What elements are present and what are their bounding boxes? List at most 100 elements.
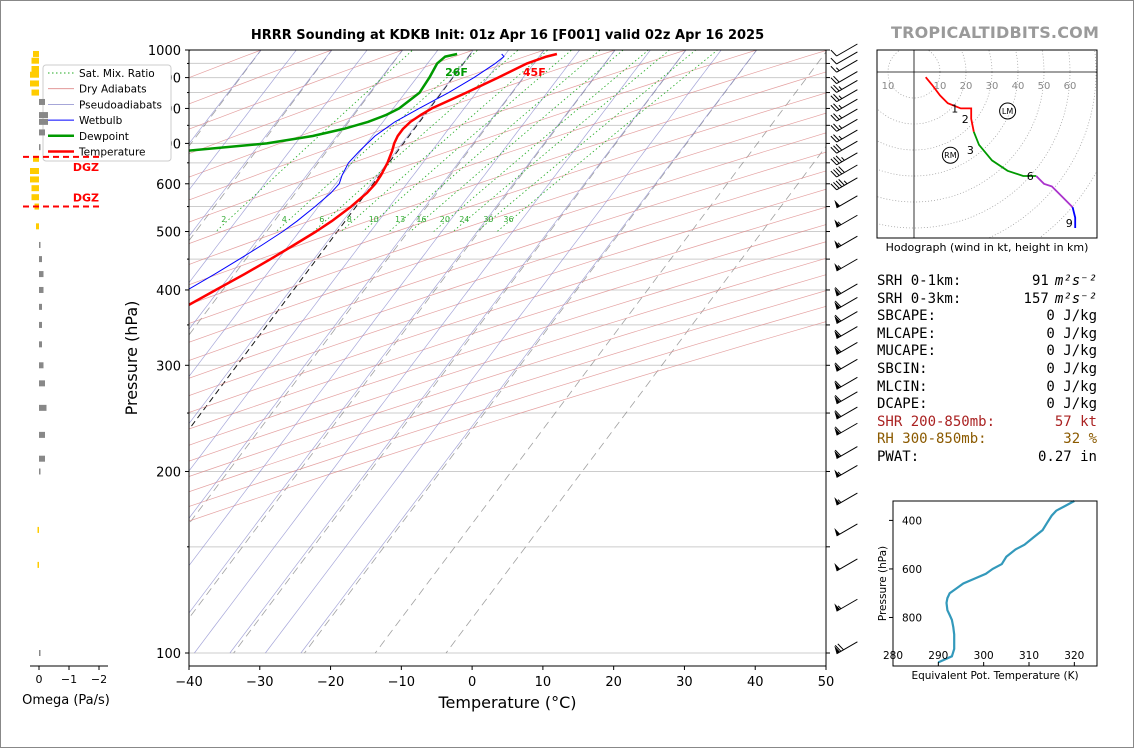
wind-barb-staff <box>836 492 858 506</box>
stat-value: 0 J/kg <box>1046 308 1097 326</box>
stat-label: MLCIN: <box>877 378 928 395</box>
omega-bar <box>39 341 42 348</box>
omega-bar <box>39 98 45 105</box>
legend-entry: Sat. Mix. Ratio <box>79 68 155 80</box>
stat-number: 0 J/kg <box>1046 378 1097 395</box>
theta-e-x-tick-label: 320 <box>1064 650 1084 662</box>
legend-entry: Temperature <box>78 147 146 159</box>
dgz-label: DGZ <box>73 161 99 174</box>
pseudoadiabat-line <box>189 50 403 331</box>
theta-e-y-tick-label: 400 <box>902 515 922 527</box>
legend-entry: Pseudoadiabats <box>79 99 162 111</box>
pseudoadiabat-line <box>189 50 616 614</box>
dry-adiabat-line <box>189 71 826 286</box>
wind-barb-flag <box>834 362 842 370</box>
wind-barb <box>834 311 858 324</box>
y-tick-label: 600 <box>156 178 181 193</box>
hodograph-trace <box>1035 175 1074 208</box>
stat-value: 0 J/kg <box>1046 396 1097 414</box>
wind-barb-pennant <box>834 411 841 420</box>
hodograph-ring-label: 20 <box>960 81 973 92</box>
wind-barb-half-flag <box>838 114 843 119</box>
dry-adiabat-line <box>189 50 617 201</box>
wind-barb-pennant <box>834 346 841 355</box>
dry-adiabat-line <box>189 50 475 154</box>
wind-barb <box>830 140 858 154</box>
omega-bar <box>37 561 39 568</box>
dry-adiabat-line <box>189 224 826 430</box>
wind-barb-half-flag <box>835 67 840 72</box>
wind-barb <box>834 391 858 405</box>
pseudoadiabat-line <box>189 50 439 378</box>
wind-barb-flag <box>835 155 843 163</box>
stat-row: DCAPE: 0 J/kg <box>877 396 1097 414</box>
wind-barb-flag <box>837 643 844 651</box>
mixing-ratio-label: 20 <box>440 215 450 224</box>
omega-bar <box>30 176 39 183</box>
stat-label: SRH 0-3km: <box>877 290 962 307</box>
omega-bar <box>39 271 44 278</box>
wind-barb-pennant <box>834 381 841 390</box>
dry-adiabat-line <box>189 305 826 507</box>
theta-e-x-tick-label: 280 <box>883 650 903 662</box>
hodograph-ring-label: 10 <box>882 81 895 92</box>
wind-barb-pennant <box>834 315 841 324</box>
wind-barb-staff <box>836 43 858 57</box>
x-tick-label: 50 <box>818 675 835 690</box>
hodograph-height-label: 2 <box>962 113 969 126</box>
stat-value: 0.27 in <box>1038 449 1097 467</box>
pseudoadiabat-line <box>189 50 510 472</box>
isotherm-line <box>233 50 687 654</box>
omega-bar <box>39 362 44 369</box>
wind-barb-flag <box>834 329 842 337</box>
wind-barb <box>830 177 858 191</box>
dry-adiabat-line <box>189 170 826 379</box>
mixing-ratio-label: 36 <box>503 215 513 224</box>
stat-label: MLCAPE: <box>877 325 937 342</box>
skewt-plot-area: 2 4 6 8 10 13 16 20 24 30 36 <box>189 50 826 654</box>
surface-temperature-label: 45F <box>523 66 546 79</box>
temperature-series-line <box>189 52 558 307</box>
omega-bar <box>39 241 41 248</box>
stat-row: RH 300-850mb: 32 % <box>877 431 1097 449</box>
wind-barb-staff <box>836 164 858 178</box>
theta-e-x-axis-label: Equivalent Pot. Temperature (K) <box>911 670 1078 682</box>
y-tick-label: 300 <box>156 359 181 374</box>
pseudoadiabat-line <box>229 50 687 654</box>
stat-number: 32 % <box>1063 431 1097 448</box>
chart-title: HRRR Sounding at KDKB Init: 01z Apr 16 [… <box>250 28 765 43</box>
stat-row: MLCAPE: 0 J/kg <box>877 326 1097 344</box>
theta-e-series-line <box>937 500 1075 664</box>
omega-bar <box>39 455 45 462</box>
wind-barb-staff <box>836 118 858 132</box>
wind-barb-flag <box>838 178 845 186</box>
stat-value: 157 m²s⁻² <box>1024 291 1097 309</box>
omega-bar <box>36 223 39 230</box>
wind-barb-flag <box>833 157 840 164</box>
stat-row: MLCIN: 0 J/kg <box>877 379 1097 397</box>
mixing-ratio-label: 10 <box>369 215 379 224</box>
hodograph-marker-circle <box>941 146 959 164</box>
pseudoadiabat-line <box>189 50 262 145</box>
legend: Sat. Mix. Ratio Dry Adiabats Pseudoadiabat… <box>42 64 172 162</box>
wind-barb <box>830 98 858 112</box>
omega-bar <box>31 89 39 96</box>
wind-barb-flag <box>830 170 837 178</box>
wind-barb <box>834 598 858 612</box>
wind-barb <box>834 214 858 228</box>
skewt-frame <box>188 49 827 667</box>
stat-row: MUCAPE: 0 J/kg <box>877 343 1097 361</box>
omega-panel: 0 −1 −2 Omega (Pa/s) DGZ DGZ <box>22 50 110 708</box>
wind-barb-flag <box>830 104 837 112</box>
omega-bar <box>33 50 39 57</box>
stat-row: SRH 0-3km: 157 m²s⁻² <box>877 291 1097 309</box>
wind-barb-flag <box>834 645 842 652</box>
dry-adiabat-line <box>189 50 826 265</box>
wind-barb-pennant <box>834 395 841 404</box>
hodograph-trace <box>1071 206 1077 228</box>
omega-bar <box>39 118 48 125</box>
wind-barb-pennant <box>834 603 841 612</box>
stat-value: 32 % <box>1063 431 1097 449</box>
theta-e-y-tick-label: 600 <box>902 564 922 576</box>
x-tick-label: 40 <box>747 675 764 690</box>
